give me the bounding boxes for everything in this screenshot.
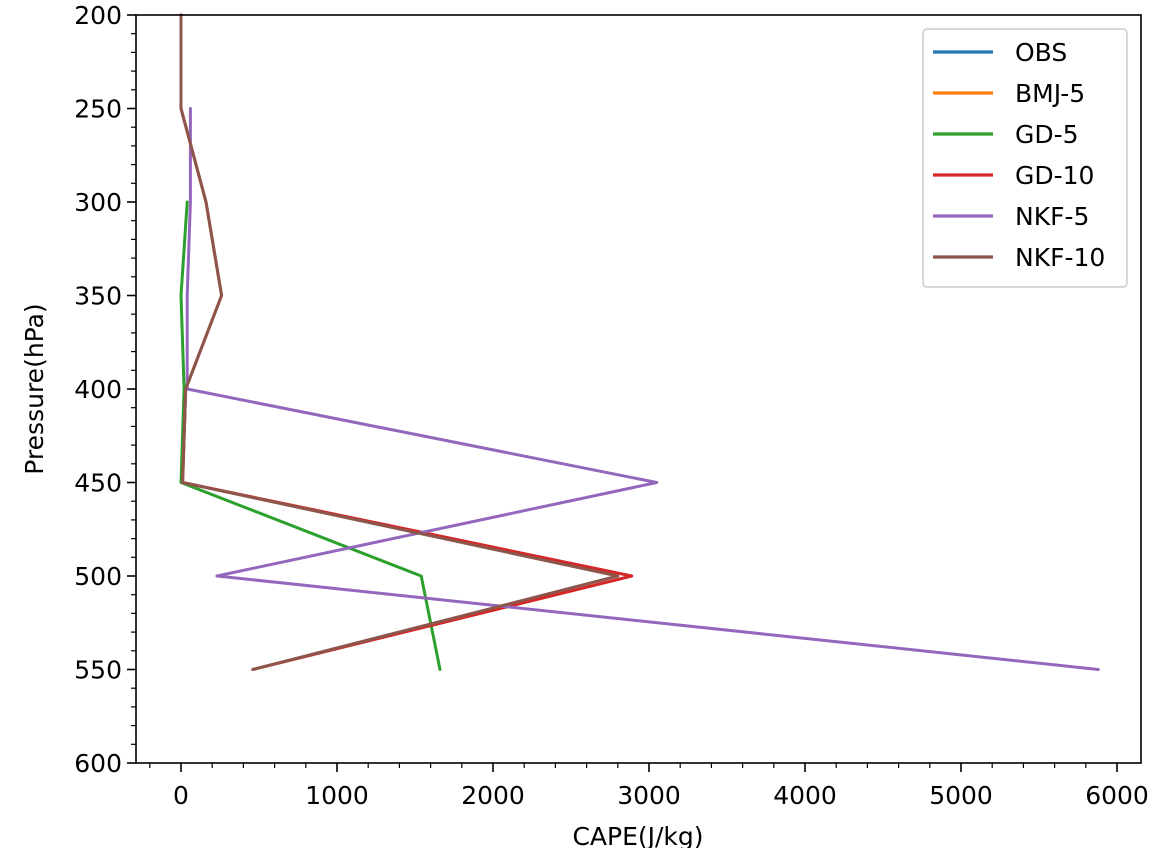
y-tick-label: 400 (74, 375, 122, 404)
series-layer (179, 13, 1100, 671)
legend-label-gd-5: GD-5 (1015, 120, 1079, 149)
y-tick-label: 600 (74, 749, 122, 778)
x-tick-label: 4000 (773, 781, 837, 810)
y-axis-label: Pressure(hPa) (20, 303, 49, 474)
y-tick-label: 550 (74, 656, 122, 685)
legend-label-nkf-5: NKF-5 (1015, 202, 1089, 231)
y-tick-label: 250 (74, 95, 122, 124)
y-tick-label: 200 (74, 1, 122, 30)
y-tick-label: 350 (74, 282, 122, 311)
series-line-gd-5 (179, 200, 442, 671)
legend-label-obs: OBS (1015, 38, 1067, 67)
ticks-layer: 0 1000 2000 3000 4000 5000 6000 200 250 300 350 400… (74, 1, 1149, 810)
legend-label-nkf-10: NKF-10 (1015, 243, 1105, 272)
legend-label-gd-10: GD-10 (1015, 161, 1094, 190)
y-tick-label: 500 (74, 562, 122, 591)
x-axis-label: CAPE(J/kg) (572, 822, 703, 848)
y-tick-label: 300 (74, 188, 122, 217)
x-tick-label: 1000 (305, 781, 369, 810)
legend-label-bmj-5: BMJ-5 (1015, 79, 1085, 108)
x-tick-label: 0 (173, 781, 189, 810)
x-tick-label: 2000 (461, 781, 525, 810)
y-tick-label: 450 (74, 469, 122, 498)
series-line-nkf-10 (179, 13, 620, 671)
x-tick-label: 6000 (1085, 781, 1149, 810)
legend: OBS BMJ-5 GD-5 GD-10 NKF-5 NKF-10 (922, 28, 1128, 288)
x-tick-label: 5000 (929, 781, 993, 810)
x-tick-label: 3000 (617, 781, 681, 810)
